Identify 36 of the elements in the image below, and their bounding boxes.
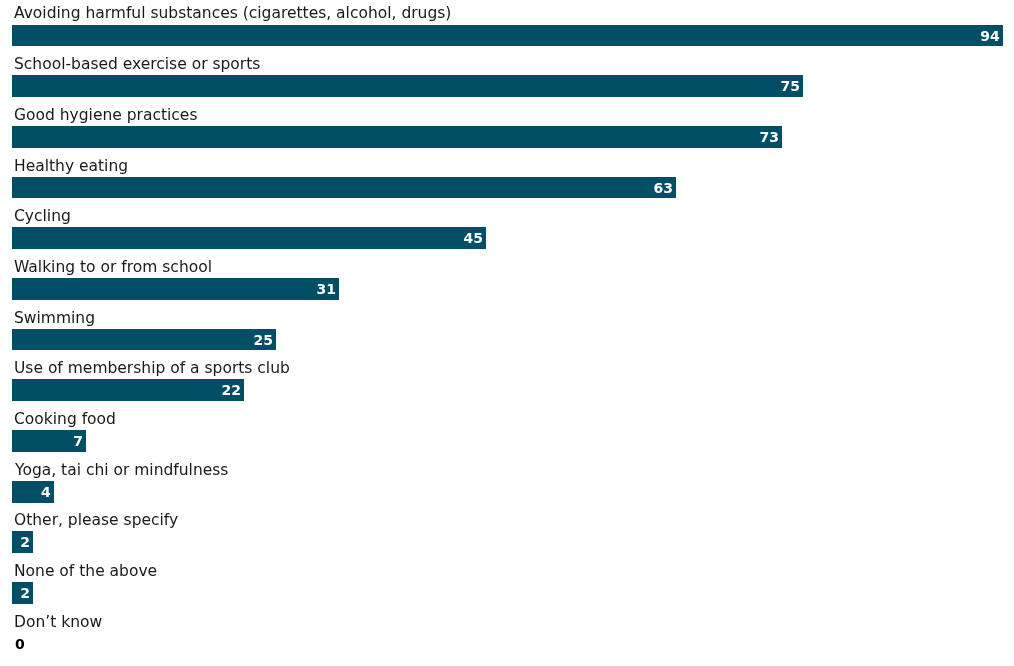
y-tick-label: Walking to or from school	[14, 258, 212, 276]
data-label: 25	[253, 331, 273, 348]
y-tick-label: Use of membership of a sports club	[14, 359, 290, 377]
y-tick-label: Other, please specify	[14, 511, 179, 529]
data-label: 63	[653, 179, 673, 196]
y-tick-label: Swimming	[14, 309, 95, 327]
y-tick-label: Yoga, tai chi or mindfulness	[14, 461, 229, 479]
y-tick-label: Avoiding harmful substances (cigarettes, alcohol, drugs)	[14, 4, 452, 22]
bar	[12, 25, 1003, 46]
data-label: 0	[15, 636, 25, 652]
y-tick-label: Don’t know	[14, 613, 103, 631]
bar	[12, 177, 676, 198]
data-label: 31	[316, 281, 336, 297]
bar	[12, 481, 54, 503]
bar	[12, 75, 803, 97]
y-tick-label: Cooking food	[14, 410, 116, 428]
y-tick-label: Good hygiene practices	[14, 106, 198, 124]
data-label: 22	[221, 382, 241, 398]
data-label: 4	[41, 484, 51, 500]
y-tick-label: None of the above	[14, 562, 158, 580]
y-tick-label: School-based exercise or sports	[14, 55, 261, 73]
data-label: 7	[73, 433, 83, 449]
data-label: 94	[980, 27, 1000, 44]
bar	[12, 278, 339, 300]
data-label: 75	[780, 78, 800, 94]
data-label: 45	[463, 230, 483, 246]
data-label: 73	[759, 129, 779, 145]
bar	[12, 329, 276, 350]
data-label: 2	[20, 585, 30, 601]
bar	[12, 227, 486, 249]
data-label: 2	[20, 534, 30, 550]
y-tick-label: Healthy eating	[14, 157, 129, 175]
bar	[12, 379, 244, 401]
bar	[12, 430, 86, 452]
bar	[12, 126, 782, 148]
y-tick-label: Cycling	[14, 207, 71, 225]
